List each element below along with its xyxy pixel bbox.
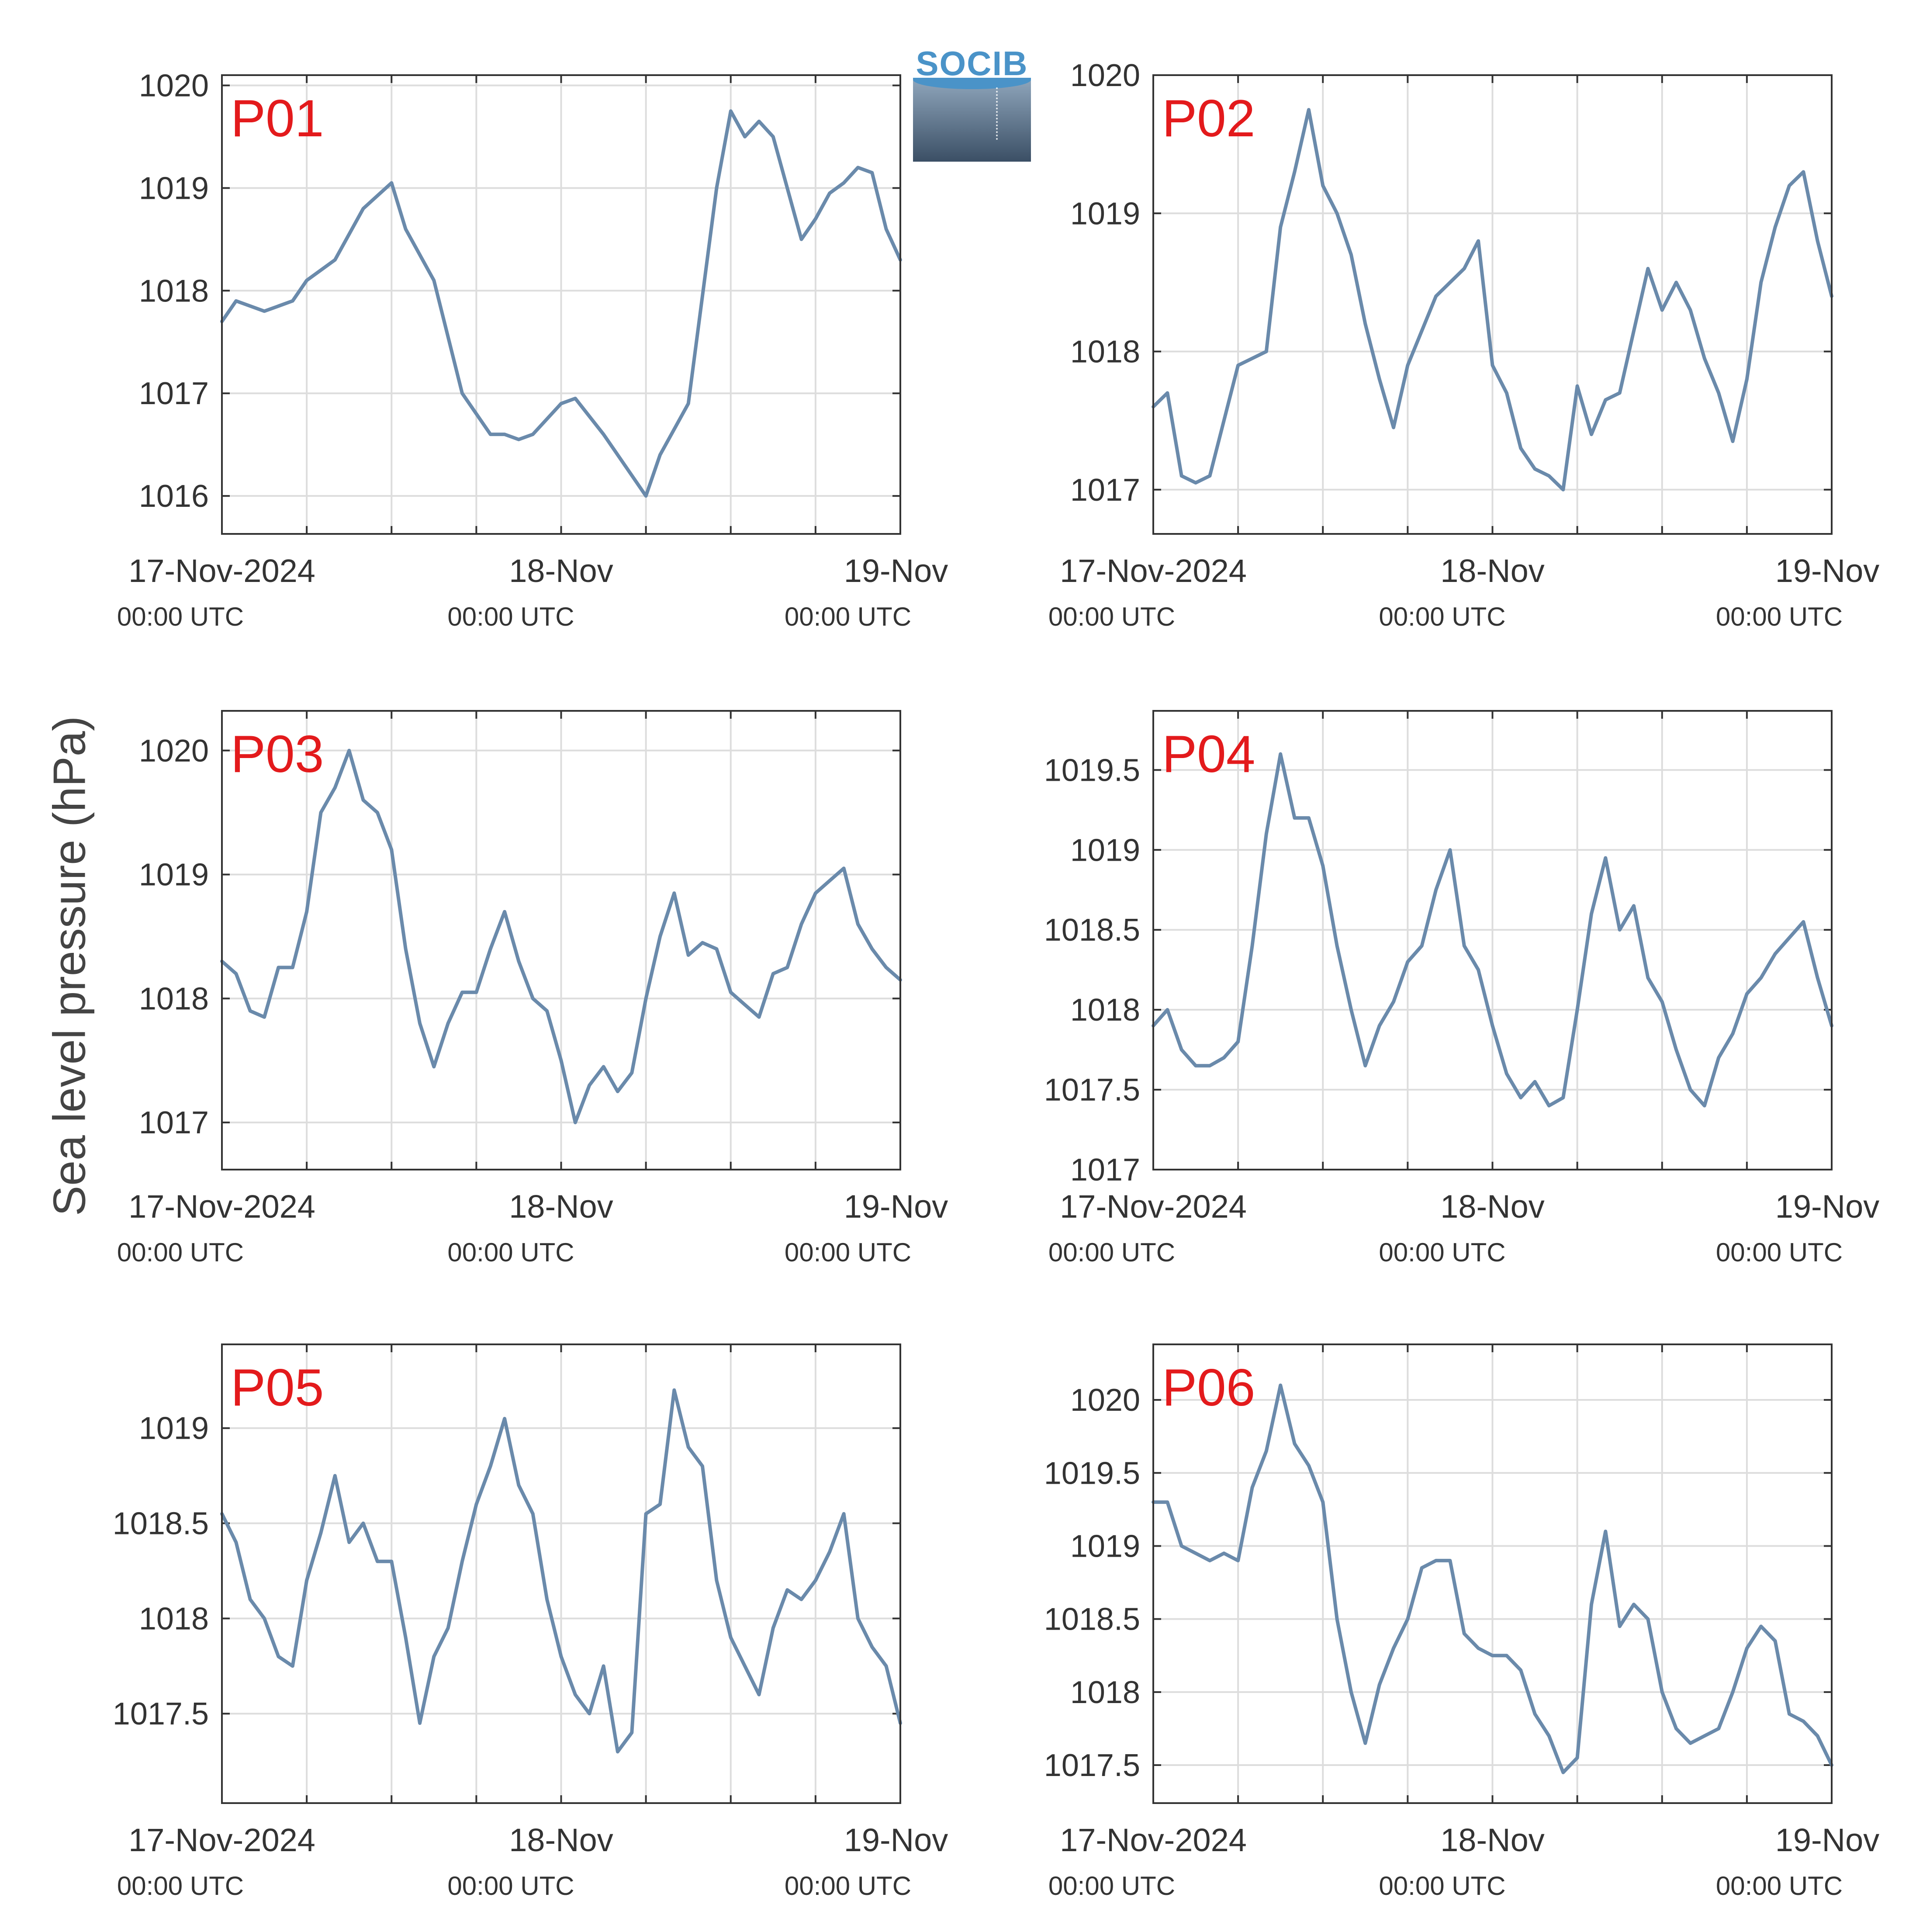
x-tick-label: 18-Nov — [1440, 1188, 1545, 1225]
x-tick-sublabel: 00:00 UTC — [447, 1238, 574, 1267]
logo-mast — [996, 87, 998, 140]
x-tick-sublabel: 00:00 UTC — [1048, 1238, 1175, 1267]
x-tick-label: 19-Nov — [1775, 1822, 1880, 1858]
panel-p02: 1017 1018 1019 1020 P02 17-Nov-2024 00:00 UTC 1… — [1048, 58, 1879, 631]
panel-p04: 1017 1017.5 1018 1018.5 1019 1019.5 P04 17-Nov-… — [1044, 710, 1880, 1267]
x-tick-label: 17-Nov-2024 — [128, 1188, 315, 1225]
x-tick-label: 19-Nov — [844, 1822, 948, 1858]
panel-p03: 1017 1018 1019 1020 P03 17-Nov-2024 00:00 UTC 1… — [117, 710, 948, 1267]
x-tick-sublabel: 00:00 UTC — [1379, 1238, 1505, 1267]
x-tick-label: 18-Nov — [1440, 1822, 1545, 1858]
x-tick-sublabel: 00:00 UTC — [117, 1871, 244, 1901]
x-tick-sublabel: 00:00 UTC — [1048, 602, 1175, 631]
y-tick-label: 1019.5 — [1044, 1456, 1140, 1491]
axes-frame — [221, 74, 901, 535]
y-tick-label: 1018 — [1070, 335, 1140, 370]
y-tick-label: 1019 — [139, 171, 209, 206]
y-tick-label: 1020 — [1070, 58, 1140, 93]
x-tick-sublabel: 00:00 UTC — [785, 602, 911, 631]
x-tick-label: 17-Nov-2024 — [128, 553, 315, 589]
x-tick-sublabel: 00:00 UTC — [117, 602, 244, 631]
panel-p06: 1017.5 1018 1018.5 1019 1019.5 1020 P06 17-Nov-… — [1044, 1343, 1880, 1901]
x-tick-sublabel: 00:00 UTC — [447, 602, 574, 631]
y-tick-label: 1018 — [139, 274, 209, 308]
x-tick-label: 17-Nov-2024 — [128, 1822, 315, 1858]
logo-text: SOCIB — [916, 44, 1028, 83]
y-tick-label: 1017 — [1070, 1153, 1140, 1188]
x-tick-sublabel: 00:00 UTC — [1716, 602, 1843, 631]
x-tick-label: 18-Nov — [509, 1822, 613, 1858]
y-tick-label: 1016 — [139, 479, 209, 514]
x-tick-sublabel: 00:00 UTC — [117, 1238, 244, 1267]
x-tick-label: 18-Nov — [509, 553, 613, 589]
axes-frame — [1152, 74, 1833, 535]
logo-gradient-box — [913, 79, 1031, 162]
x-tick-label: 17-Nov-2024 — [1060, 1822, 1247, 1858]
y-tick-label: 1018 — [1070, 1675, 1140, 1710]
socib-logo: SOCIB — [913, 44, 1031, 162]
series-line-p05 — [220, 1388, 902, 1754]
x-tick-label: 17-Nov-2024 — [1060, 1188, 1247, 1225]
x-tick-sublabel: 00:00 UTC — [1379, 1871, 1505, 1901]
x-tick-sublabel: 00:00 UTC — [1716, 1871, 1843, 1901]
x-tick-sublabel: 00:00 UTC — [785, 1238, 911, 1267]
x-tick-label: 19-Nov — [1775, 553, 1880, 589]
x-tick-label: 17-Nov-2024 — [1060, 553, 1247, 589]
x-tick-label: 19-Nov — [844, 1188, 948, 1225]
y-tick-label: 1017 — [1070, 473, 1140, 508]
x-tick-label: 18-Nov — [509, 1188, 613, 1225]
y-tick-label: 1019 — [139, 858, 209, 893]
panel-label: P01 — [231, 89, 324, 148]
x-tick-label: 19-Nov — [844, 553, 948, 589]
y-tick-label: 1017.5 — [1044, 1073, 1140, 1108]
axes-frame — [221, 710, 901, 1170]
x-tick-label: 18-Nov — [1440, 553, 1545, 589]
panel-label: P03 — [231, 725, 324, 783]
axes-frame — [1152, 1343, 1833, 1804]
x-tick-sublabel: 00:00 UTC — [1716, 1238, 1843, 1267]
y-tick-label: 1018 — [1070, 993, 1140, 1028]
y-tick-label: 1018 — [139, 981, 209, 1016]
y-tick-label: 1019 — [139, 1411, 209, 1446]
panel-p01: 1016 1017 1018 1019 1020 P01 17-Nov-2024 00:00 … — [117, 68, 948, 631]
y-tick-label: 1018.5 — [1044, 1602, 1140, 1637]
y-tick-label: 1019 — [1070, 1529, 1140, 1564]
series-line-p06 — [1152, 1383, 1833, 1774]
y-tick-label: 1017 — [139, 376, 209, 411]
panel-label: P06 — [1162, 1358, 1255, 1417]
y-tick-label: 1019.5 — [1044, 753, 1140, 788]
panel-label: P05 — [231, 1358, 324, 1417]
x-tick-sublabel: 00:00 UTC — [447, 1871, 574, 1901]
y-tick-label: 1019 — [1070, 196, 1140, 231]
panel-label: P02 — [1162, 89, 1255, 148]
y-tick-label: 1018 — [139, 1601, 209, 1636]
y-tick-label: 1019 — [1070, 833, 1140, 868]
x-tick-sublabel: 00:00 UTC — [1379, 602, 1505, 631]
series-line-p03 — [220, 748, 902, 1125]
y-tick-label: 1017.5 — [113, 1697, 209, 1731]
y-tick-label: 1017.5 — [1044, 1748, 1140, 1783]
y-tick-label: 1020 — [139, 734, 209, 769]
y-tick-label: 1018.5 — [113, 1506, 209, 1541]
series-line-p04 — [1152, 752, 1833, 1108]
y-tick-label: 1017 — [139, 1105, 209, 1140]
x-tick-label: 19-Nov — [1775, 1188, 1880, 1225]
axes-frame — [221, 1343, 901, 1804]
panel-p05: 1017.5 1018 1018.5 1019 P05 17-Nov-2024 00:00 … — [113, 1343, 948, 1901]
y-tick-label: 1020 — [139, 68, 209, 103]
panel-label: P04 — [1162, 725, 1255, 783]
y-tick-label: 1020 — [1070, 1383, 1140, 1418]
series-line-p01 — [220, 109, 902, 498]
x-tick-sublabel: 00:00 UTC — [785, 1871, 911, 1901]
x-tick-sublabel: 00:00 UTC — [1048, 1871, 1175, 1901]
series-line-p02 — [1152, 108, 1833, 492]
y-tick-label: 1018.5 — [1044, 913, 1140, 948]
axes-frame — [1152, 710, 1833, 1170]
